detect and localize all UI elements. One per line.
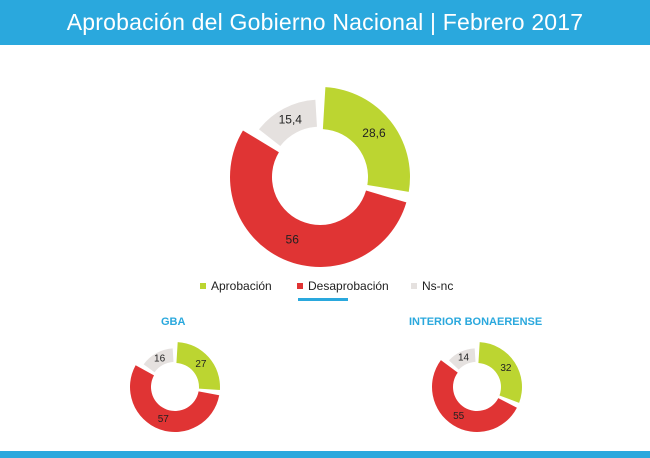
legend-item-nsnc: Ns-nc — [411, 279, 453, 293]
interior-bonaerense-chart-title: INTERIOR BONAERENSE — [409, 316, 543, 328]
gba-chart-title: GBA — [161, 316, 186, 328]
data-label-nsnc: 14 — [458, 353, 470, 364]
legend: Aprobación Desaprobación Ns-nc — [200, 279, 460, 295]
bottom-bar — [0, 451, 650, 458]
donut-slice-nsnc — [259, 99, 317, 146]
data-label-aprobacion: 28,6 — [362, 126, 386, 140]
legend-swatch-nsnc — [411, 283, 417, 289]
data-label-aprobacion: 32 — [500, 363, 512, 374]
legend-label: Ns-nc — [422, 279, 454, 293]
donut-slice-desaprobacion — [229, 130, 407, 267]
header-bar: Aprobación del Gobierno Nacional | Febre… — [0, 0, 650, 45]
donut-slice-desaprobacion — [431, 360, 517, 433]
donut-slice-aprobacion — [176, 342, 220, 390]
legend-item-desaprobacion: Desaprobación — [297, 279, 389, 293]
legend-label: Aprobación — [211, 279, 272, 293]
donut-slice-aprobacion — [478, 342, 522, 403]
donut-slice-nsnc — [448, 348, 476, 370]
data-label-desaprobacion: 55 — [453, 411, 465, 422]
legend-swatch-desaprobacion — [297, 283, 303, 289]
legend-underline — [298, 298, 348, 301]
page-title: Aprobación del Gobierno Nacional | Febre… — [66, 9, 584, 35]
data-label-desaprobacion: 57 — [158, 414, 170, 425]
data-label-desaprobacion: 56 — [286, 232, 300, 246]
data-label-aprobacion: 27 — [195, 359, 207, 370]
donut-slice-nsnc — [143, 348, 174, 373]
legend-item-aprobacion: Aprobación — [200, 279, 272, 293]
donut-slice-aprobacion — [322, 87, 411, 192]
legend-label: Desaprobación — [308, 279, 389, 293]
data-label-nsnc: 16 — [154, 354, 166, 365]
donut-slice-desaprobacion — [129, 365, 220, 432]
data-label-nsnc: 15,4 — [279, 113, 303, 127]
legend-swatch-aprobacion — [200, 283, 206, 289]
